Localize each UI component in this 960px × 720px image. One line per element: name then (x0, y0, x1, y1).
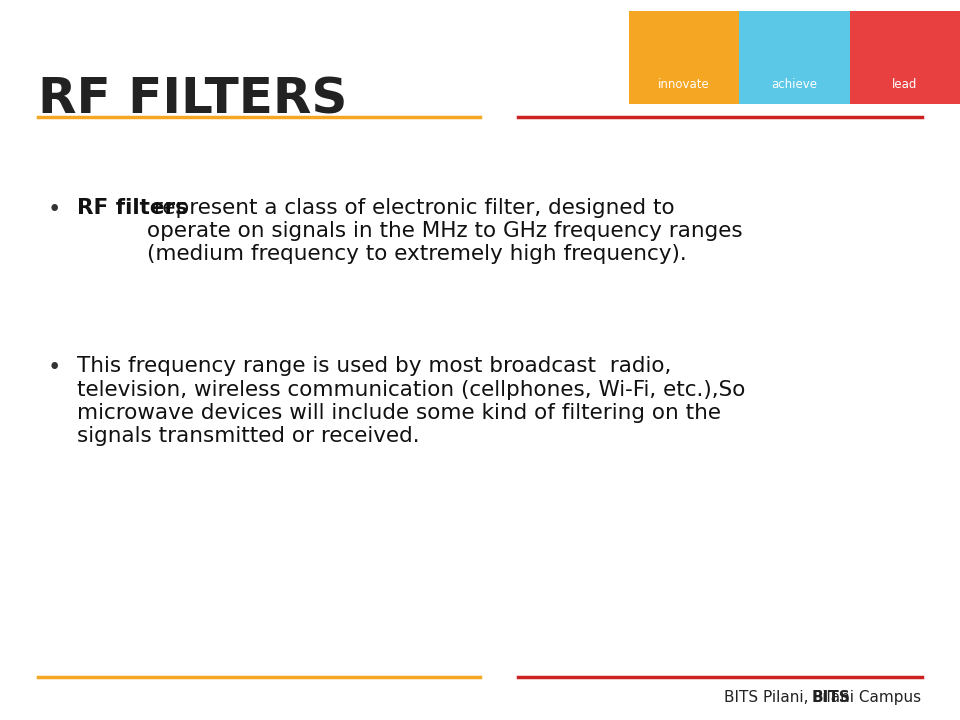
Text: BITS Pilani, Pilani Campus: BITS Pilani, Pilani Campus (725, 690, 922, 705)
Text: RF FILTERS: RF FILTERS (38, 76, 348, 124)
FancyBboxPatch shape (629, 11, 739, 104)
Text: lead: lead (892, 78, 918, 91)
Text: •: • (48, 356, 61, 379)
Text: represent a class of electronic filter, designed to
operate on signals in the MH: represent a class of electronic filter, … (147, 198, 742, 264)
Text: achieve: achieve (772, 78, 817, 91)
Text: innovate: innovate (659, 78, 709, 91)
FancyBboxPatch shape (739, 11, 850, 104)
Text: RF filters: RF filters (77, 198, 188, 218)
Text: •: • (48, 198, 61, 221)
FancyBboxPatch shape (850, 11, 960, 104)
Text: BITS: BITS (812, 690, 851, 705)
Text: This frequency range is used by most broadcast  radio,
television, wireless comm: This frequency range is used by most bro… (77, 356, 745, 446)
